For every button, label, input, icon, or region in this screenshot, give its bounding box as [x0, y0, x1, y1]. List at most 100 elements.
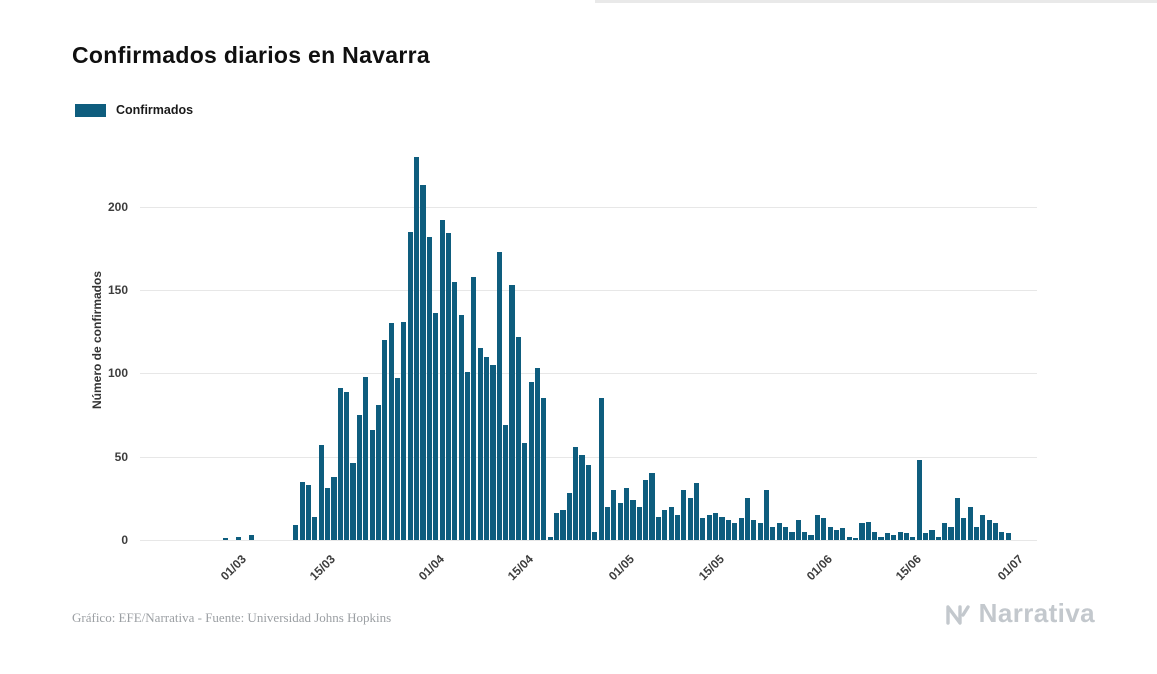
bar-20/03	[356, 415, 362, 540]
bar-03/05	[636, 506, 642, 540]
bar-28/03	[407, 231, 413, 540]
y-tick-label-150: 150	[107, 283, 128, 297]
bar-21/05	[751, 520, 757, 540]
bar-27/06	[986, 520, 992, 540]
y-tick-label-200: 200	[107, 199, 128, 214]
bar-24/05	[770, 526, 776, 540]
bar-09/06	[872, 531, 878, 540]
bar-20/06	[942, 523, 948, 540]
bar-28/06	[992, 523, 999, 540]
bar-30/05	[808, 535, 814, 540]
legend: Confirmados	[75, 103, 193, 117]
legend-label-confirmados: Confirmados	[116, 103, 194, 117]
bar-28/05	[795, 520, 801, 540]
x-tick-label-15/05: 15/05	[695, 552, 727, 584]
bar-31/05	[814, 515, 820, 540]
bar-26/03	[394, 378, 401, 540]
x-tick-label-01/04: 01/04	[415, 552, 447, 584]
bar-03/03	[248, 535, 254, 540]
bar-15/05	[713, 513, 719, 540]
bar-29/05	[802, 531, 808, 540]
bar-09/05	[674, 515, 681, 540]
bar-21/06	[948, 526, 954, 540]
x-tick-label-15/06: 15/06	[892, 552, 924, 584]
bar-15/03	[324, 488, 331, 540]
x-tick-label-15/03: 15/03	[307, 552, 339, 584]
bar-07/05	[662, 510, 668, 540]
bar-20/04	[554, 513, 560, 540]
bar-10/04	[490, 365, 496, 540]
narrativa-logo: Narrativa	[944, 598, 1095, 629]
bar-02/06	[827, 526, 833, 540]
y-tick-label-0: 0	[121, 533, 128, 547]
bar-12/06	[891, 535, 897, 540]
x-tick-label-01/07: 01/07	[994, 552, 1026, 584]
bar-10/06	[878, 536, 884, 540]
bar-10/03	[293, 525, 299, 540]
bar-04/05	[643, 480, 649, 540]
bar-24/04	[579, 455, 585, 540]
y-axis-title: Número de confirmados	[90, 270, 104, 410]
bar-06/04	[464, 371, 471, 540]
bar-23/05	[763, 490, 770, 540]
bar-16/03	[331, 476, 337, 540]
bar-01/05	[623, 488, 630, 540]
bar-14/06	[903, 533, 910, 540]
gridline-100	[140, 373, 1037, 375]
bar-18/04	[541, 398, 547, 540]
bar-01/04	[433, 313, 439, 540]
bar-04/06	[840, 528, 846, 540]
bar-07/04	[471, 276, 477, 540]
narrativa-icon	[945, 604, 970, 625]
bar-05/06	[846, 536, 852, 540]
gridline-200	[140, 206, 1037, 208]
bar-17/06	[922, 533, 929, 540]
bar-22/03	[369, 430, 375, 540]
bar-05/04	[458, 315, 464, 540]
bar-14/04	[515, 336, 521, 540]
bar-29/04	[611, 490, 617, 540]
window-chrome-artifact	[595, 0, 1157, 3]
bar-21/04	[560, 510, 566, 540]
x-tick-label-01/05: 01/05	[606, 552, 638, 584]
bar-19/04	[547, 536, 553, 540]
bar-17/03	[337, 388, 343, 540]
bar-03/04	[445, 233, 452, 540]
bar-22/05	[757, 523, 763, 540]
bar-05/05	[649, 473, 655, 540]
bar-14/05	[706, 515, 712, 540]
bar-27/05	[789, 531, 795, 540]
bar-22/04	[566, 493, 572, 540]
bar-13/04	[509, 285, 515, 540]
bar-13/03	[312, 516, 318, 540]
bar-11/06	[884, 533, 890, 540]
bar-08/04	[477, 348, 483, 540]
bar-07/06	[859, 523, 865, 540]
y-tick-label-50: 50	[114, 449, 128, 464]
bar-19/05	[738, 518, 744, 540]
bar-01/06	[821, 518, 827, 540]
bar-26/04	[592, 531, 598, 540]
bar-17/04	[534, 368, 541, 540]
bar-12/05	[693, 483, 700, 540]
bar-29/03	[414, 156, 420, 540]
bar-09/04	[484, 356, 490, 540]
bar-19/06	[935, 536, 941, 540]
bar-08/06	[865, 521, 871, 540]
x-tick-label-01/03: 01/03	[218, 552, 250, 584]
bar-20/05	[744, 498, 751, 540]
gridline-0	[140, 540, 1037, 541]
bar-18/05	[732, 523, 738, 540]
bar-02/04	[439, 220, 445, 540]
bar-15/04	[522, 443, 528, 540]
bar-24/03	[382, 340, 388, 540]
gridline-50	[140, 456, 1037, 458]
bar-16/04	[528, 381, 534, 540]
bar-06/06	[853, 538, 859, 540]
bar-30/03	[420, 185, 426, 540]
bar-27/03	[401, 321, 407, 540]
bar-13/06	[897, 531, 903, 540]
bar-04/04	[452, 281, 458, 540]
bar-26/06	[980, 515, 986, 540]
gridline-150	[140, 290, 1037, 291]
